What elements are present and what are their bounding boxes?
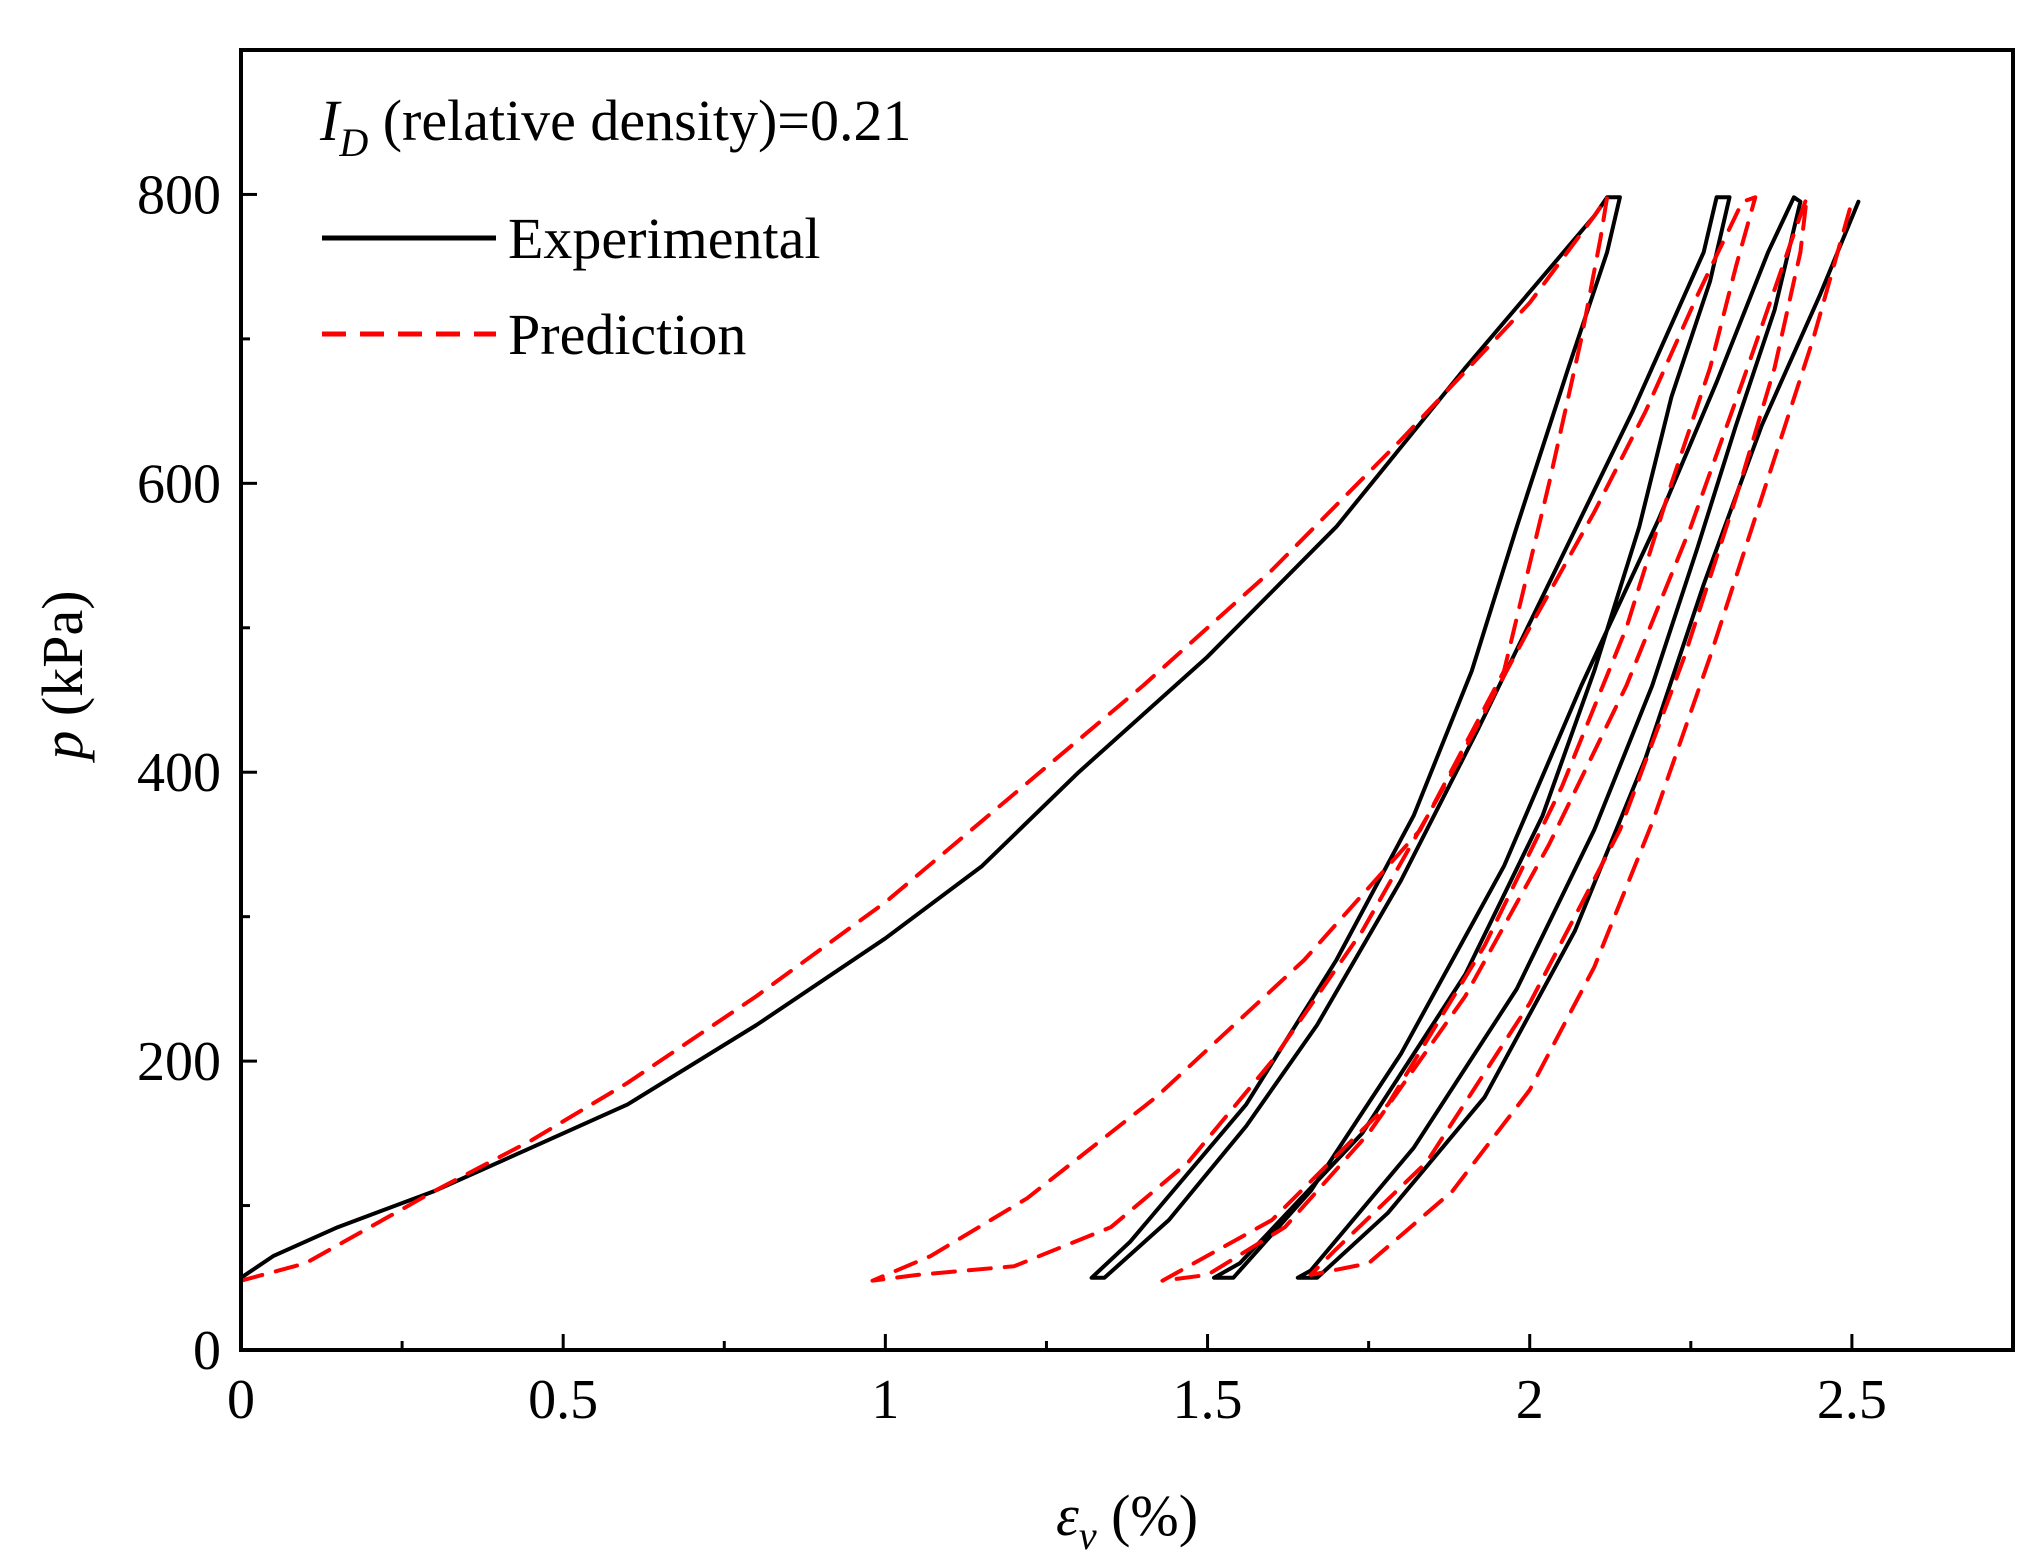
x-tick-label: 2.5 — [1817, 1369, 1887, 1431]
annotation-symbol: I — [319, 88, 342, 153]
x-tick-label: 0.5 — [528, 1369, 598, 1431]
x-axis-unit: (%) — [1097, 1483, 1198, 1548]
y-axis-ticks: 0 200 400 600 800 — [137, 164, 257, 1382]
x-tick-label: 1 — [871, 1369, 899, 1431]
x-axis-symbol: ε — [1056, 1483, 1079, 1548]
legend-label-prediction: Prediction — [508, 302, 746, 367]
relative-density-annotation: ID (relative density)=0.21 — [319, 88, 912, 165]
y-tick-label: 200 — [137, 1031, 221, 1093]
y-axis-label: p (kPa) — [30, 590, 95, 763]
y-tick-label: 800 — [137, 164, 221, 226]
series-layer — [239, 195, 1861, 1283]
x-tick-label: 0 — [227, 1369, 255, 1431]
x-tick-label: 2 — [1516, 1369, 1544, 1431]
y-tick-label: 400 — [137, 742, 221, 804]
x-axis-label: εv (%) — [1056, 1483, 1198, 1558]
series-line-experimental — [239, 195, 1861, 1280]
annotation-text: (relative density)=0.21 — [368, 88, 911, 153]
x-axis-subscript: v — [1079, 1513, 1097, 1558]
y-tick-label: 600 — [137, 453, 221, 515]
legend-label-experimental: Experimental — [508, 206, 820, 271]
series-line-prediction — [239, 195, 1854, 1283]
legend: Experimental Prediction — [322, 206, 820, 367]
x-axis-ticks: 0 0.5 1 1.5 2 2.5 — [227, 1334, 1887, 1431]
y-tick-label: 0 — [193, 1320, 221, 1382]
plot-frame — [239, 48, 2015, 1352]
x-tick-label: 1.5 — [1173, 1369, 1243, 1431]
y-axis-symbol: p — [30, 731, 95, 764]
y-axis-unit: (kPa) — [30, 590, 95, 730]
annotation-subscript: D — [338, 120, 368, 165]
